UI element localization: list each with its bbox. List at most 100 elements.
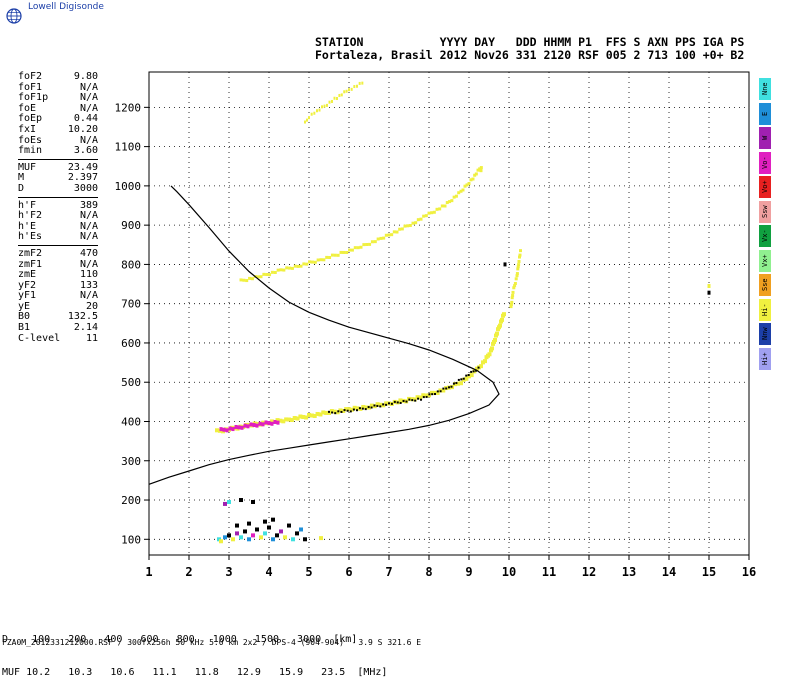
f2-o-trace-point (453, 382, 457, 387)
multihop-trace-point (288, 266, 292, 270)
f2-x-trace-point (512, 286, 516, 290)
file-info-footer: FZA0M_2012331212000.RSF / 300fx256h 50 k… (2, 638, 422, 647)
oblique-trace-point (264, 420, 268, 425)
multihop-trace-point (376, 237, 380, 241)
f2-o-trace-point (459, 381, 463, 386)
f2-o-trace-point (384, 401, 389, 406)
x-tick-label: 4 (265, 565, 272, 579)
legend-chip-vxplus: Vx+ (759, 249, 771, 272)
trace-edge-point (390, 402, 393, 405)
x-tick-label: 3 (225, 565, 232, 579)
f2-o-trace-point (312, 413, 317, 418)
multihop-trace-point (262, 272, 266, 276)
multihop-trace-point (432, 210, 436, 214)
oblique-trace-point (258, 421, 262, 426)
f2-o-trace-point (281, 419, 286, 424)
multihop-trace-point (245, 279, 249, 283)
param-value: 0.44 (73, 113, 98, 125)
distance-value: 200 (50, 634, 87, 645)
param-separator (18, 158, 98, 160)
e-region-echo (227, 499, 231, 504)
trace-edge-point (352, 408, 355, 411)
f2-o-trace-point (352, 405, 357, 410)
param-row-yf1: yF1 N/A (18, 291, 98, 302)
multihop-trace-point (392, 230, 396, 234)
multihop-trace-point (310, 260, 314, 264)
param-row-foe: foE N/A (18, 102, 98, 115)
legend-label: Nnw (761, 328, 769, 341)
multihop-trace-point (299, 264, 303, 268)
multihop-trace-point (239, 278, 243, 282)
param-label: B1 (18, 322, 31, 334)
trace-edge-point (434, 393, 436, 396)
param-label: yF2 (18, 279, 37, 291)
legend-label: Hi+ (761, 352, 769, 366)
f2-o-trace-point (321, 410, 326, 415)
param-value: 3000 (73, 182, 98, 194)
f2-o-trace-point (424, 393, 429, 398)
param-row-fof1p: foF1p N/A (18, 93, 98, 104)
muf-value: 12.9 (218, 667, 261, 678)
e-region-echo (223, 535, 227, 540)
trace-edge-point (367, 406, 370, 409)
legend-label: Vx+ (761, 254, 769, 268)
param-label: zmF1 (18, 258, 43, 270)
f2-o-trace-point (369, 403, 374, 408)
trace-edge-point (420, 398, 422, 401)
param-label: h'Es (18, 231, 43, 243)
f2-o-trace-point (278, 418, 283, 423)
x-tick-label: 10 (502, 565, 516, 579)
e-region-echo (279, 529, 283, 534)
multihop-trace-point (463, 184, 467, 188)
f2-x-trace-point (518, 253, 522, 257)
logo-text: Lowell Digisonde (28, 2, 104, 12)
trace-edge-point (460, 378, 463, 381)
e-region-echo (303, 537, 307, 542)
f2-o-trace-point (307, 412, 311, 417)
muf-value: 10.3 (50, 667, 93, 678)
multihop-trace-point (319, 258, 323, 262)
param-value: N/A (79, 102, 98, 114)
f2-o-trace-point (349, 407, 354, 412)
trace-edge-point (425, 395, 428, 398)
f2-o-trace-point (287, 417, 291, 422)
multihop-trace-point (454, 194, 458, 198)
multihop-trace-point (345, 251, 349, 255)
multihop-trace-point (339, 250, 343, 254)
trace-edge-point (431, 393, 434, 396)
f2-o-trace-point (467, 374, 471, 379)
multihop-trace-point (343, 90, 346, 94)
multihop-trace-point (348, 88, 350, 92)
param-label: foF1p (18, 92, 49, 104)
f2-o-trace-point (269, 419, 274, 424)
f2-o-trace-point (309, 413, 314, 418)
multihop-trace-point (370, 240, 374, 244)
y-tick-label: 1100 (115, 141, 142, 154)
f2-o-trace-point (456, 381, 460, 386)
multihop-trace-point (406, 224, 410, 228)
f2-o-trace-point (304, 415, 309, 420)
f2-o-trace-point (441, 388, 446, 393)
distance-value: 1500 (236, 634, 279, 645)
multihop-trace-point (473, 173, 477, 177)
f2-x-trace-point (515, 274, 519, 278)
param-label: foEs (18, 134, 43, 146)
f2-o-trace-point (347, 407, 351, 412)
trace-edge-point (462, 377, 465, 380)
multihop-trace-point (326, 103, 328, 107)
multihop-trace-point (313, 260, 317, 264)
distance-unit: [km] (333, 634, 358, 645)
param-row-b0: B0 132.5 (18, 312, 98, 323)
multihop-trace-point (316, 109, 318, 113)
trace-edge-point (408, 398, 411, 401)
param-row-fof1: foF1 N/A (18, 82, 98, 94)
multihop-trace-point (259, 275, 263, 279)
legend-chip-hiplus: Hi+ (759, 348, 771, 371)
x-tick-label: 14 (662, 565, 676, 579)
param-label: zmE (18, 269, 37, 281)
header-field-names: STATION YYYY DAY DDD HHMM P1 FFS S AXN P… (315, 35, 745, 49)
param-row-fof2: foF2 9.80 (18, 71, 98, 83)
muf-values: 10.2 10.3 10.6 11.1 11.8 12.9 15.9 23.5 (20, 667, 357, 678)
y-tick-label: 200 (121, 494, 141, 507)
f2-o-trace-point (364, 405, 369, 410)
